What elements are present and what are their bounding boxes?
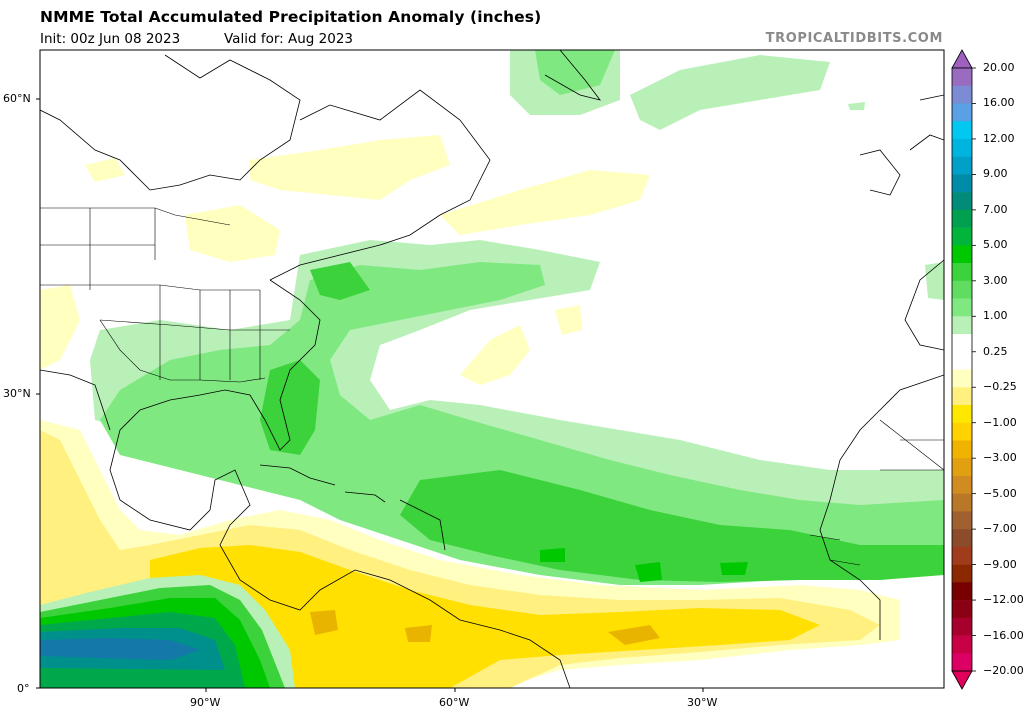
colorbar-band — [952, 103, 972, 122]
dry-region — [85, 158, 125, 182]
colorbar-band — [952, 280, 972, 299]
lat-label-30n: 30°N — [3, 387, 31, 400]
colorbar-label: 16.00 — [983, 96, 1015, 110]
colorbar-band — [952, 440, 972, 459]
dry-region — [555, 305, 582, 335]
lon-label-30w: 30°W — [687, 696, 718, 709]
wet-region — [540, 548, 565, 562]
colorbar-band — [952, 369, 972, 388]
brand-watermark: TROPICALTIDBITS.COM — [765, 31, 943, 46]
colorbar-frame — [951, 67, 973, 672]
colorbar-band — [952, 316, 972, 335]
colorbar-band — [952, 68, 972, 87]
wet-region — [630, 55, 830, 130]
colorbar-band — [952, 582, 972, 601]
colorbar-band — [952, 227, 972, 246]
colorbar-band — [952, 529, 972, 548]
wet-region — [635, 562, 662, 582]
colorbar-band — [952, 422, 972, 441]
dry-region — [40, 285, 80, 370]
colorbar-band — [952, 85, 972, 104]
colorbar-label: 0.25 — [983, 344, 1008, 358]
colorbar-band — [952, 600, 972, 619]
lat-label-60n: 60°N — [3, 92, 31, 105]
map-frame — [39, 49, 945, 689]
colorbar-label: 20.00 — [983, 61, 1015, 74]
colorbar-band — [952, 209, 972, 228]
init-time: Init: 00z Jun 08 2023 — [40, 31, 181, 47]
colorbar-label: −16.00 — [983, 628, 1024, 642]
colorbar-label: −1.00 — [983, 415, 1017, 429]
wet-region — [535, 50, 615, 95]
dry-region — [460, 325, 530, 385]
lat-label-0: 0° — [17, 682, 30, 695]
map-title: NMME Total Accumulated Precipitation Ano… — [40, 8, 542, 26]
colorbar-band — [952, 387, 972, 406]
colorbar-label: −5.00 — [983, 486, 1017, 500]
dry-region — [440, 170, 650, 235]
anomaly-field — [40, 50, 944, 688]
colorbar-band — [952, 245, 972, 264]
colorbar-min-arrow — [951, 670, 973, 690]
colorbar-band — [952, 334, 972, 353]
dry-region — [405, 625, 432, 642]
lon-label-90w: 90°W — [190, 696, 221, 709]
colorbar-label: −9.00 — [983, 557, 1017, 571]
colorbar-label: 5.00 — [983, 238, 1008, 252]
dry-region — [250, 135, 450, 200]
colorbar-label: −12.00 — [983, 593, 1024, 607]
wet-region — [400, 470, 944, 582]
colorbar-band — [952, 653, 972, 672]
colorbar-label: −3.00 — [983, 451, 1017, 465]
colorbar-band — [952, 404, 972, 424]
colorbar-label: 12.00 — [983, 131, 1015, 145]
wet-region — [100, 262, 944, 585]
colorbar-band — [952, 635, 972, 654]
colorbar-band — [952, 475, 972, 494]
lon-label-60w: 60°W — [439, 696, 470, 709]
valid-time: Valid for: Aug 2023 — [224, 31, 353, 47]
wet-region — [848, 102, 865, 110]
colorbar-band — [952, 121, 972, 140]
colorbar-band — [952, 546, 972, 565]
colorbar-band — [952, 138, 972, 157]
colorbar-band — [952, 458, 972, 477]
colorbar-band — [952, 156, 972, 175]
wet-region — [310, 262, 370, 300]
colorbar-label: −0.25 — [983, 380, 1017, 394]
colorbar-label: −20.00 — [983, 664, 1024, 677]
wet-region — [720, 562, 748, 575]
colorbar-band — [952, 617, 972, 636]
colorbar-band — [952, 351, 972, 370]
colorbar-label: 9.00 — [983, 167, 1008, 181]
colorbar-band — [952, 174, 972, 193]
colorbar-label: 3.00 — [983, 273, 1008, 287]
colorbar-label: 7.00 — [983, 202, 1008, 216]
colorbar-band — [952, 493, 972, 512]
colorbar-max-arrow — [951, 49, 973, 69]
borders — [40, 207, 944, 566]
colorbar — [951, 49, 976, 690]
colorbar-band — [952, 564, 972, 583]
colorbar-band — [952, 298, 972, 317]
colorbar-label: −7.00 — [983, 522, 1017, 536]
wet-region — [40, 638, 200, 660]
dry-region — [310, 610, 338, 635]
dry-region — [608, 625, 660, 645]
colorbar-label: 1.00 — [983, 309, 1008, 323]
coastlines — [40, 50, 944, 688]
dry-region — [150, 545, 820, 688]
dry-region — [185, 205, 280, 262]
axis-ticks — [36, 98, 704, 692]
colorbar-band — [952, 192, 972, 211]
wet-region — [260, 360, 320, 455]
colorbar-band — [952, 263, 972, 282]
colorbar-band — [952, 511, 972, 530]
